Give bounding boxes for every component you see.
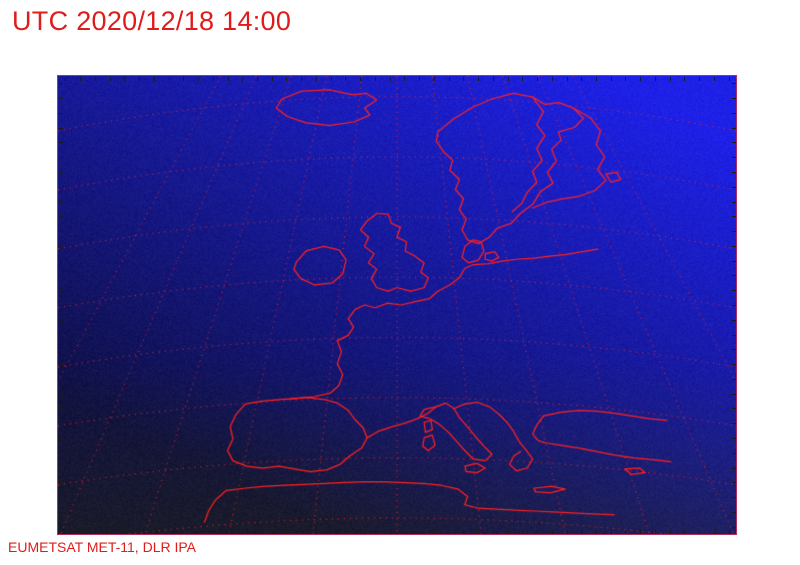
page-title: UTC 2020/12/18 14:00 xyxy=(12,6,292,36)
source-credit: EUMETSAT MET-11, DLR IPA xyxy=(8,539,197,555)
satellite-image-frame xyxy=(57,75,737,535)
satellite-image xyxy=(58,76,736,534)
